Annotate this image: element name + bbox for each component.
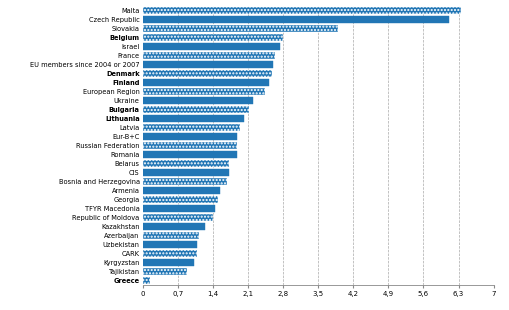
Bar: [143, 214, 213, 221]
Bar: [143, 160, 229, 167]
Bar: [143, 205, 215, 212]
Bar: [143, 70, 272, 78]
Bar: [143, 133, 237, 140]
Bar: [143, 259, 194, 266]
Bar: [143, 25, 338, 32]
Bar: [143, 106, 249, 113]
Bar: [143, 16, 448, 23]
Bar: [143, 61, 273, 69]
Bar: [143, 142, 237, 149]
Bar: [143, 43, 280, 51]
Bar: [143, 268, 187, 275]
Bar: [143, 52, 275, 60]
Bar: [143, 34, 283, 42]
Bar: [143, 241, 196, 248]
Bar: [143, 223, 205, 230]
Bar: [143, 196, 218, 203]
Bar: [143, 97, 253, 104]
Bar: [143, 115, 244, 122]
Bar: [143, 88, 265, 95]
Bar: [143, 277, 150, 284]
Bar: [143, 178, 227, 185]
Bar: [143, 79, 269, 86]
Bar: [143, 7, 461, 14]
Bar: [143, 169, 229, 176]
Bar: [143, 187, 220, 194]
Bar: [143, 124, 240, 131]
Bar: [143, 232, 199, 239]
Bar: [143, 151, 237, 158]
Bar: [143, 250, 196, 257]
